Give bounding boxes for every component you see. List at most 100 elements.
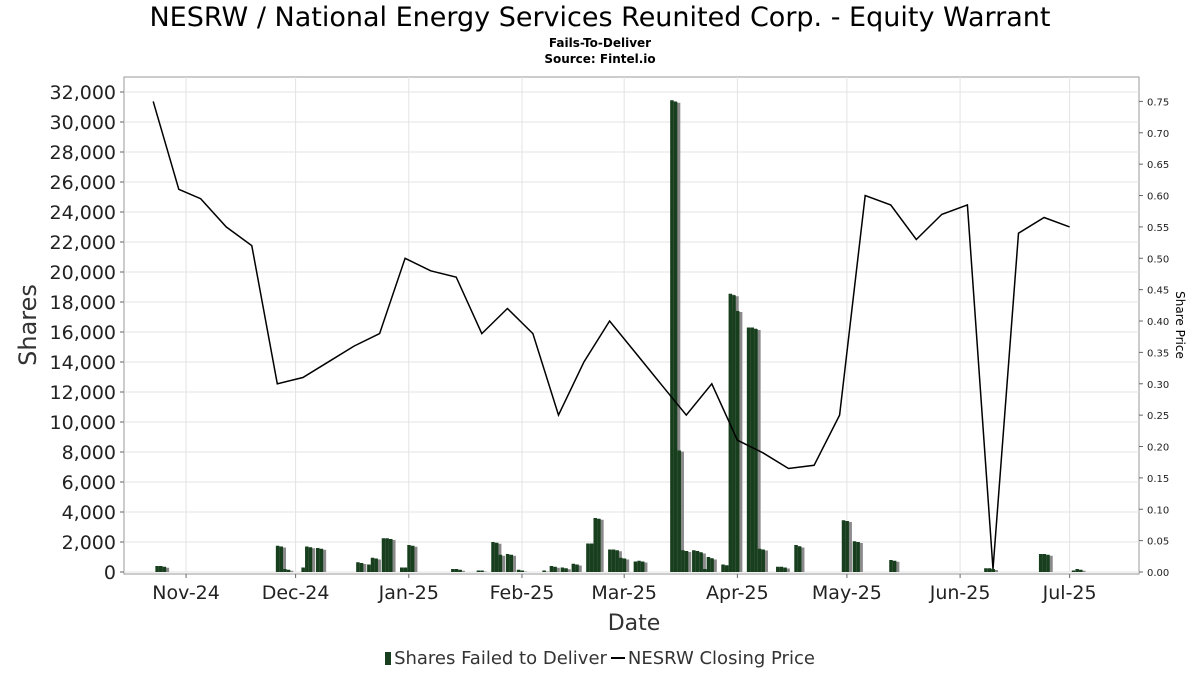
y2-tick-label: 0.75: [1147, 97, 1169, 108]
y2-tick-label: 0.20: [1147, 443, 1169, 454]
bar-shadow: [687, 552, 692, 572]
fails-bar: [458, 569, 462, 572]
fails-bar: [498, 554, 503, 572]
bar-shadow: [512, 555, 517, 572]
y-tick-label: 4,000: [62, 502, 116, 524]
fails-bar: [757, 548, 762, 572]
bar-shadow: [859, 543, 863, 572]
y2-tick-label: 0.70: [1147, 129, 1169, 140]
fails-bar: [1071, 570, 1076, 572]
fails-bar: [673, 101, 678, 572]
fails-bar: [370, 557, 375, 572]
bar-shadow: [994, 570, 998, 572]
fails-bar: [750, 327, 754, 572]
fails-bar: [549, 566, 554, 572]
fails-bar: [407, 545, 411, 572]
fails-bar: [564, 568, 568, 572]
y-tick-label: 32,000: [50, 82, 116, 104]
fails-bar: [1075, 569, 1079, 572]
legend-bar-swatch: [385, 652, 392, 665]
fails-bar: [367, 564, 371, 572]
y2-tick-label: 0.05: [1147, 537, 1169, 548]
fails-bar: [516, 569, 521, 572]
fails-bar: [761, 549, 765, 572]
fails-bar: [286, 569, 291, 572]
bar-shadow: [680, 451, 684, 572]
fails-bar: [779, 566, 784, 572]
y-tick-label: 14,000: [50, 352, 116, 374]
y-axis-left: 0 2,000 4,000 6,000 8,000 10,000 12,000 14,000 1…: [50, 82, 124, 584]
fails-bar: [721, 564, 725, 572]
y-tick-label: 16,000: [50, 322, 116, 344]
x-tick-label: Feb-25: [490, 582, 555, 604]
fails-bar: [316, 548, 320, 572]
bar-shadow: [578, 565, 582, 572]
fails-bar: [159, 566, 163, 572]
fails-bar: [1038, 554, 1043, 572]
grid: [124, 77, 1139, 573]
y-tick-label: 8,000: [62, 442, 116, 464]
fails-bar: [593, 518, 597, 572]
bar-shadow: [895, 561, 900, 572]
legend-item-line: NESRW Closing Price: [610, 648, 815, 669]
y2-tick-label: 0.30: [1147, 380, 1169, 391]
y2-tick-label: 0.25: [1147, 411, 1169, 422]
legend-line-swatch: [610, 657, 625, 659]
fails-bar: [677, 450, 681, 572]
fails-bar: [389, 539, 393, 572]
chart-source: Source: Fintel.io: [544, 52, 656, 66]
x-tick-label: Dec-24: [262, 582, 330, 604]
y-tick-label: 18,000: [50, 292, 116, 314]
fails-bar: [622, 558, 627, 572]
fails-bar: [615, 550, 619, 572]
bar-shadow: [1049, 555, 1053, 572]
bar-shadow: [625, 559, 630, 572]
bar-shadow: [165, 567, 170, 572]
fails-bar: [703, 569, 707, 572]
y-tick-label: 26,000: [50, 172, 116, 194]
legend: Shares Failed to Deliver NESRW Closing Pr…: [0, 648, 1200, 669]
y2-tick-label: 0.10: [1147, 505, 1169, 516]
fails-bar: [403, 567, 408, 572]
fails-bar: [275, 545, 280, 572]
fails-bar: [399, 567, 404, 572]
fails-bar: [283, 569, 287, 572]
bar-shadow: [643, 562, 648, 572]
y-axis-label: Shares: [14, 284, 42, 366]
bar-shadow: [1082, 570, 1086, 572]
plot-area: [123, 76, 1140, 575]
fails-bar: [699, 552, 703, 572]
x-tick-label: Jan-25: [378, 582, 439, 604]
bar-shadow: [322, 549, 327, 572]
x-tick-label: Apr-25: [706, 582, 769, 604]
fails-bar: [728, 293, 733, 572]
bar-shadow: [800, 547, 805, 572]
fails-bar: [505, 554, 510, 572]
y-tick-label: 0: [104, 562, 116, 584]
y2-tick-label: 0.50: [1147, 254, 1169, 265]
fails-bar: [301, 567, 305, 572]
fails-bar: [783, 567, 787, 572]
legend-label-line: NESRW Closing Price: [627, 648, 815, 669]
fails-bar: [732, 309, 736, 572]
fails-bar: [681, 550, 685, 572]
fails-bar: [1079, 569, 1083, 572]
x-tick-label: May-25: [812, 582, 882, 604]
fails-bar: [611, 549, 616, 572]
fails-bar: [560, 567, 565, 572]
bar-shadow: [764, 550, 768, 572]
x-axis-label: Date: [608, 611, 661, 636]
fails-bar: [491, 542, 495, 572]
y-axis-right: 0.00 0.05 0.10 0.15 0.20 0.25 0.30 0.35 0.40 0.45…: [1139, 97, 1169, 579]
fails-bar: [586, 543, 590, 572]
fails-bar: [571, 563, 576, 572]
bar-shadow: [545, 571, 549, 572]
fails-bar: [633, 561, 638, 572]
y-tick-label: 6,000: [62, 472, 116, 494]
closing-price-line: [152, 101, 1070, 569]
x-tick-label: Mar-25: [591, 582, 657, 604]
fails-bar: [597, 518, 601, 572]
fails-bar: [754, 329, 758, 572]
bar-shadow: [311, 548, 316, 572]
